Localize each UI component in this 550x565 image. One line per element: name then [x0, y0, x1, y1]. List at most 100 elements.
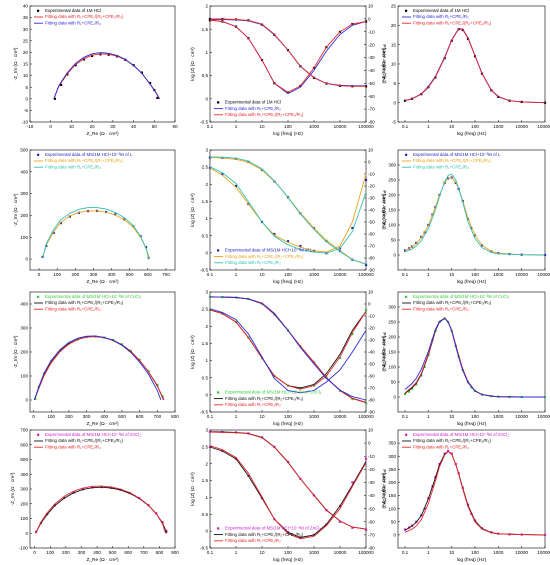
y-tick-label: 25: [23, 38, 29, 43]
y-axis-label: -Z_Im (Ω · cm²): [381, 193, 387, 226]
legend-entry: Fitting data with R₁+CPE₁/(R₂+CPE₂/R₃): [225, 396, 304, 401]
legend-entry: Experimental data of MS/1M HCl+10⁻³M of …: [45, 152, 133, 157]
exp-point: [114, 213, 117, 216]
x-tick-label: 700: [162, 272, 170, 277]
legend-marker: [37, 9, 40, 12]
x-tick-label: 400: [93, 550, 101, 555]
x-tick-label: 1000: [493, 414, 504, 419]
exp-point: [149, 81, 152, 85]
x-axis-label: log (freq) (Hz): [457, 557, 487, 563]
x-tick-label: 0: [33, 550, 36, 555]
x-tick-label: 10: [449, 272, 455, 277]
y-tick-label: 15: [391, 42, 397, 47]
x-tick-label: 200: [62, 550, 70, 555]
exp-point: [68, 215, 71, 218]
y-tick-label: 0: [25, 96, 28, 101]
y2-tick-label: -80: [368, 120, 375, 125]
y-tick-label: 1.5: [202, 478, 209, 483]
legend-entry: Fitting data with R₁+CPE₁/(R₁+CPE₂/R₂): [45, 438, 123, 443]
chart-r3-nyq: 0 100 200 300 400 500 600 700 800 0 100 200 300 400 Z_…: [13, 291, 179, 427]
legend-entry: Fitting data with R₁+CPE₁/(R₂+CPE₂/R₃): [225, 532, 304, 537]
y-tick-label: 150: [388, 493, 396, 498]
x-tick-label: 50: [152, 124, 158, 129]
x-tick-label: 10: [259, 550, 265, 555]
fit-line-2: [210, 19, 366, 87]
y2-tick-label: -40: [368, 493, 375, 498]
y2-tick-label: -20: [368, 184, 375, 189]
fit-line-5: [209, 445, 367, 540]
y-tick-label: 1: [205, 495, 208, 500]
legend-entry: Fitting data with R₁+CPE₁/R₂: [413, 164, 469, 169]
x-tick-label: 1000: [309, 414, 320, 419]
chart-r3-zim: 0.1 1 10 100 1000 10000 100000 0 50 100 150 200 250 3…: [381, 291, 550, 427]
fit-line-3: [209, 309, 367, 389]
y-tick-label: -10: [21, 120, 28, 125]
exp-point: [410, 387, 414, 390]
legend-entry: Experimental data of 1M HCl: [225, 100, 281, 105]
x-tick-label: 100: [471, 414, 479, 419]
chart-r4-zim: 0.1 1 10 100 1000 10000 100000 0 50 100 150 200 250 3…: [381, 429, 550, 563]
x-tick-label: 0.1: [402, 272, 409, 277]
x-tick-label: 100: [47, 414, 55, 419]
x-axis-label: Z_Re (Ω · cm²): [86, 131, 119, 137]
y2-axis-label: Phase angle (deg): [381, 44, 387, 84]
x-axis-label: log (freq) (Hz): [273, 421, 303, 427]
legend-entry: Experimental data of MS/1M HCl+10⁻³M of …: [413, 432, 509, 437]
x-tick-label: 500: [126, 272, 134, 277]
y-tick-label: 300: [388, 454, 396, 459]
y-tick-label: 200: [388, 335, 396, 340]
y-axis-label: log |Z| (Ω · cm²): [190, 335, 196, 369]
fit-line-3: [209, 446, 367, 538]
y2-tick-label: -70: [368, 386, 375, 391]
legend-entry: Fitting data with R₁+CPE₁/R₂: [413, 14, 469, 19]
x-axis-label: log (freq) (Hz): [273, 557, 303, 563]
legend-entry: Experimental data of 1M HCl: [45, 8, 101, 13]
exp-point: [53, 97, 56, 100]
x-tick-label: 30: [110, 124, 116, 129]
x-tick-label: -10: [27, 124, 34, 129]
x-tick-label: 1: [235, 272, 238, 277]
exp-point: [338, 520, 342, 523]
x-tick-label: 10000: [334, 272, 347, 277]
fit-line-2: [53, 52, 161, 100]
legend-marker: [217, 249, 220, 252]
legend-entry: Fitting data with R₁+CPE₁/(R₁+CPE₂/R₂): [45, 158, 123, 163]
x-tick-label: 100: [53, 272, 61, 277]
y-tick-label: 250: [388, 178, 396, 183]
y2-tick-label: 0: [368, 302, 371, 307]
y-tick-label: 300: [20, 326, 28, 331]
legend-marker: [405, 153, 408, 156]
x-tick-label: 100000: [537, 124, 550, 129]
legend-entry: Experimental data of MS/1M HCl+10⁻³M of …: [225, 390, 322, 395]
x-tick-label: 60: [172, 124, 178, 129]
x-tick-label: 1000: [493, 550, 504, 555]
legend-entry: Fitting data with R₁+CPE₁/R₂: [225, 106, 281, 111]
y2-tick-label: -70: [368, 532, 375, 537]
y2-tick-label: -20: [368, 42, 375, 47]
exp-point: [408, 390, 411, 393]
x-tick-label: 100000: [537, 272, 550, 277]
y-axis-label: -Z_Im (Ω · cm²): [10, 472, 16, 505]
x-tick-label: 300: [78, 550, 86, 555]
exp-point: [234, 184, 238, 188]
x-tick-label: 600: [144, 272, 152, 277]
x-tick-label: 500: [109, 550, 117, 555]
y-tick-label: -0.5: [200, 120, 208, 125]
x-tick-label: 800: [156, 550, 164, 555]
y-tick-label: 400: [20, 169, 28, 174]
x-tick-label: 0: [38, 272, 41, 277]
x-tick-label: 10: [259, 414, 265, 419]
fit-line-4: [209, 156, 367, 265]
legend-entry: Experimental data of MS/1M HCl+10⁻³M of …: [45, 432, 141, 437]
y-tick-label: -5: [392, 120, 397, 125]
y-tick-label: 50: [391, 380, 397, 385]
chart-r1-nyq: -10 0 10 20 30 40 50 60 -10 -5 0 5 10 15 20 25 30 35 40 Z_R…: [13, 4, 178, 137]
y-axis-label: -Z_Im (Ω · cm²): [381, 335, 387, 368]
y2-tick-label: -30: [368, 55, 375, 60]
chart-r4-nyq: 0 100 200 300 400 500 600 700 800 900 -100 0 100 200 3…: [10, 428, 179, 563]
y2-tick-label: 0: [368, 441, 371, 446]
x-tick-label: 500: [118, 414, 126, 419]
y-tick-label: 25: [391, 4, 397, 9]
y-axis-label: -Z_Im (Ω · cm²): [13, 193, 19, 226]
